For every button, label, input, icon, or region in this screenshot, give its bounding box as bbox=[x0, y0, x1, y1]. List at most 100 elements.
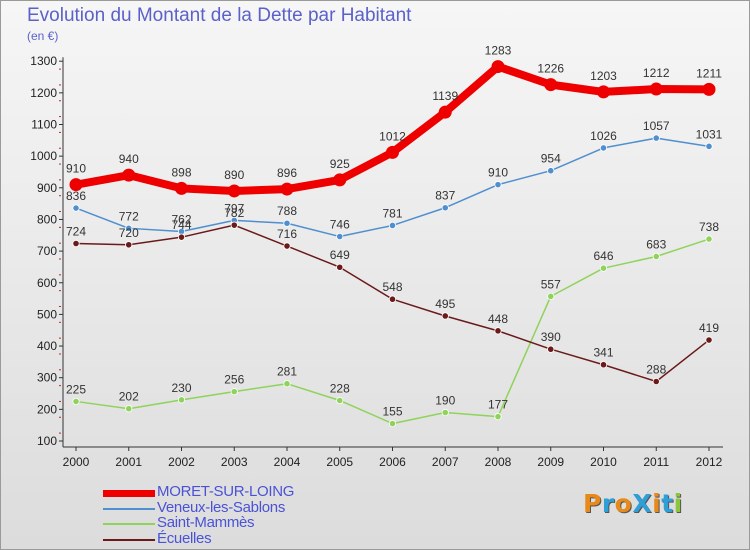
data-label: 1012 bbox=[379, 129, 406, 143]
data-point bbox=[438, 105, 452, 119]
data-label: 649 bbox=[330, 248, 350, 262]
data-point bbox=[175, 181, 188, 195]
data-label: 1031 bbox=[696, 127, 723, 141]
data-point bbox=[441, 204, 449, 212]
data-point bbox=[441, 408, 449, 417]
data-point bbox=[336, 232, 344, 241]
data-label: 836 bbox=[66, 189, 86, 203]
data-label: 390 bbox=[541, 330, 561, 344]
data-point bbox=[125, 405, 133, 413]
x-tick-label: 2002 bbox=[168, 455, 195, 469]
y-tick-label: 700 bbox=[37, 244, 57, 258]
y-tick-label: 100 bbox=[37, 434, 57, 448]
data-point bbox=[705, 336, 713, 344]
data-point bbox=[547, 292, 555, 300]
data-point bbox=[649, 82, 663, 96]
data-point bbox=[388, 419, 397, 428]
data-point bbox=[72, 204, 80, 212]
data-point bbox=[125, 224, 133, 232]
y-tick-label: 400 bbox=[37, 339, 57, 353]
data-label: 954 bbox=[541, 152, 561, 166]
data-point bbox=[494, 327, 502, 335]
data-label: 720 bbox=[119, 226, 139, 240]
y-tick-label: 1000 bbox=[30, 149, 57, 163]
data-point bbox=[122, 168, 136, 182]
legend-label: Saint-Mammès bbox=[157, 514, 255, 531]
data-label: 896 bbox=[277, 166, 297, 180]
data-label: 716 bbox=[277, 227, 297, 241]
data-label: 256 bbox=[224, 373, 244, 387]
data-point bbox=[283, 380, 291, 388]
legend-label: Veneux-les-Sablons bbox=[157, 498, 286, 516]
data-label: 744 bbox=[171, 218, 191, 232]
data-point bbox=[597, 85, 610, 99]
data-label: 341 bbox=[593, 346, 613, 360]
legend-swatch bbox=[103, 523, 155, 525]
data-label: 788 bbox=[277, 204, 297, 218]
data-point bbox=[544, 78, 558, 92]
data-label: 910 bbox=[488, 166, 508, 180]
data-label: 1026 bbox=[590, 129, 617, 143]
data-label: 746 bbox=[330, 218, 350, 232]
legend-swatch bbox=[103, 538, 155, 541]
data-label: 225 bbox=[66, 382, 86, 396]
data-label: 781 bbox=[382, 206, 402, 220]
data-point bbox=[702, 82, 716, 96]
proxiti-logo: ProXiti bbox=[583, 489, 683, 518]
series-line bbox=[75, 224, 710, 383]
x-tick-label: 2007 bbox=[432, 455, 459, 469]
data-point bbox=[336, 263, 344, 271]
legend-swatch bbox=[103, 507, 155, 510]
data-point bbox=[547, 345, 555, 353]
data-label: 772 bbox=[119, 209, 139, 223]
data-point bbox=[494, 181, 502, 189]
data-label: 1139 bbox=[432, 89, 458, 103]
data-label: 1057 bbox=[643, 119, 670, 133]
data-point bbox=[494, 413, 502, 421]
data-label: 202 bbox=[119, 390, 139, 404]
data-label: 281 bbox=[277, 365, 297, 379]
data-point bbox=[177, 233, 186, 241]
data-label: 683 bbox=[646, 237, 666, 251]
data-label: 1283 bbox=[485, 44, 512, 58]
data-label: 890 bbox=[224, 168, 244, 182]
data-point bbox=[386, 145, 399, 159]
data-label: 1212 bbox=[643, 66, 670, 80]
data-label: 762 bbox=[171, 212, 191, 226]
x-tick-label: 2006 bbox=[379, 455, 406, 469]
legend-swatch bbox=[103, 489, 155, 497]
data-label: 155 bbox=[382, 405, 402, 419]
data-label: 548 bbox=[382, 280, 402, 294]
y-tick-label: 800 bbox=[37, 212, 57, 226]
data-label: 177 bbox=[488, 398, 508, 412]
data-label: 228 bbox=[330, 381, 350, 395]
data-label: 925 bbox=[330, 157, 350, 171]
data-point bbox=[336, 396, 344, 405]
x-tick-label: 2004 bbox=[274, 455, 301, 469]
data-point bbox=[547, 167, 555, 175]
data-label: 190 bbox=[435, 394, 455, 408]
data-point bbox=[230, 388, 238, 396]
data-label: 1203 bbox=[590, 69, 617, 83]
legend-label: Écuelles bbox=[157, 529, 212, 547]
y-tick-label: 300 bbox=[37, 371, 57, 385]
data-label: 837 bbox=[435, 189, 455, 203]
legend-label: MORET-SUR-LOING bbox=[157, 483, 295, 500]
series-line bbox=[75, 238, 710, 425]
data-point bbox=[72, 397, 80, 406]
y-tick-label: 600 bbox=[37, 276, 57, 290]
x-tick-label: 2009 bbox=[537, 455, 564, 469]
data-point bbox=[333, 173, 347, 187]
data-label: 419 bbox=[699, 321, 719, 335]
data-point bbox=[652, 134, 660, 142]
data-point bbox=[652, 377, 660, 386]
chart-title: Evolution du Montant de la Dette par Hab… bbox=[27, 5, 412, 26]
data-point bbox=[491, 60, 505, 74]
x-tick-label: 2012 bbox=[696, 455, 723, 469]
data-label: 797 bbox=[224, 201, 244, 215]
x-tick-label: 2000 bbox=[63, 455, 90, 469]
data-label: 910 bbox=[66, 162, 86, 176]
data-label: 782 bbox=[224, 206, 244, 220]
